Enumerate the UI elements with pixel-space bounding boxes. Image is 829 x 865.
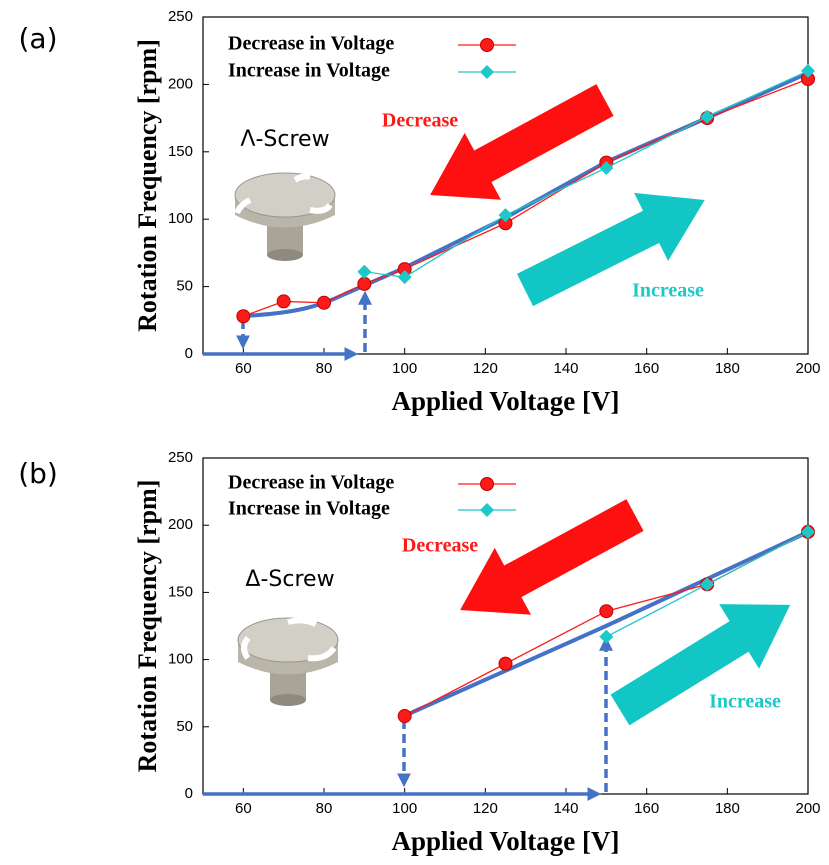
point <box>276 294 291 309</box>
y-tick-label: 50 <box>176 718 193 735</box>
point <box>397 709 412 724</box>
x-tick-label: 160 <box>634 360 659 377</box>
point <box>801 524 815 539</box>
y-tick-label: 200 <box>168 516 193 533</box>
point <box>236 309 251 324</box>
x-tick-label: 200 <box>795 800 820 817</box>
panel-label: (b) <box>18 457 58 490</box>
screw-icon <box>234 172 336 261</box>
x-tick-label: 80 <box>316 800 333 817</box>
annotation: Λ-Screw <box>240 127 329 152</box>
y-tick-label: 0 <box>185 345 193 362</box>
legend-label: Increase in Voltage <box>228 498 390 520</box>
legend-marker <box>480 65 494 79</box>
x-tick-label: 200 <box>795 360 820 377</box>
x-axis-label: Applied Voltage [V] <box>391 386 619 416</box>
y-tick-label: 150 <box>168 143 193 160</box>
annotation: Δ-Screw <box>245 567 334 592</box>
x-tick-label: 140 <box>553 800 578 817</box>
x-tick-label: 100 <box>392 800 417 817</box>
point <box>801 63 815 78</box>
x-tick-label: 100 <box>392 360 417 377</box>
point <box>357 276 372 291</box>
legend-label: Decrease in Voltage <box>228 472 394 494</box>
annotation: Increase <box>709 691 781 713</box>
x-tick-label: 160 <box>634 800 659 817</box>
decrease-arrow <box>460 499 644 615</box>
x-axis-label: Applied Voltage [V] <box>391 826 619 856</box>
x-tick-label: 120 <box>473 360 498 377</box>
decrease-arrow <box>430 84 614 200</box>
x-tick-label: 60 <box>235 360 252 377</box>
y-tick-label: 250 <box>168 449 193 466</box>
x-tick-label: 180 <box>715 800 740 817</box>
annotation: Decrease <box>402 535 478 557</box>
y-axis-label: Rotation Frequency [rpm] <box>133 480 162 773</box>
annotation: Increase <box>632 280 704 302</box>
plot-frame <box>202 16 809 355</box>
x-tick-label: 120 <box>473 800 498 817</box>
point <box>357 264 372 279</box>
y-tick-label: 50 <box>176 278 193 295</box>
y-axis-label: Rotation Frequency [rpm] <box>133 39 162 332</box>
point <box>599 604 614 619</box>
point <box>498 208 513 223</box>
panel-label: (a) <box>18 22 57 55</box>
legend-marker <box>480 38 494 52</box>
point <box>700 577 715 592</box>
point <box>700 109 715 124</box>
x-tick-label: 60 <box>235 800 252 817</box>
point <box>498 656 513 671</box>
y-tick-label: 250 <box>168 8 193 25</box>
trend-curve <box>403 530 809 718</box>
y-tick-label: 200 <box>168 75 193 92</box>
legend-marker <box>480 503 494 517</box>
annotation: Decrease <box>382 110 458 132</box>
x-tick-label: 140 <box>553 360 578 377</box>
point <box>317 295 331 310</box>
screw-icon <box>237 617 339 706</box>
y-tick-label: 0 <box>185 785 193 802</box>
y-tick-label: 100 <box>168 210 193 227</box>
series-line <box>364 70 809 278</box>
point <box>599 629 614 644</box>
legend-marker <box>480 477 494 491</box>
point <box>397 270 412 285</box>
legend-label: Increase in Voltage <box>228 60 390 82</box>
y-tick-label: 150 <box>168 583 193 600</box>
y-tick-label: 100 <box>168 651 193 668</box>
x-tick-label: 180 <box>715 360 740 377</box>
increase-arrow <box>610 604 791 726</box>
increase-arrow <box>516 192 705 307</box>
point <box>599 160 614 175</box>
legend-label: Decrease in Voltage <box>228 33 394 55</box>
x-tick-label: 80 <box>316 360 333 377</box>
